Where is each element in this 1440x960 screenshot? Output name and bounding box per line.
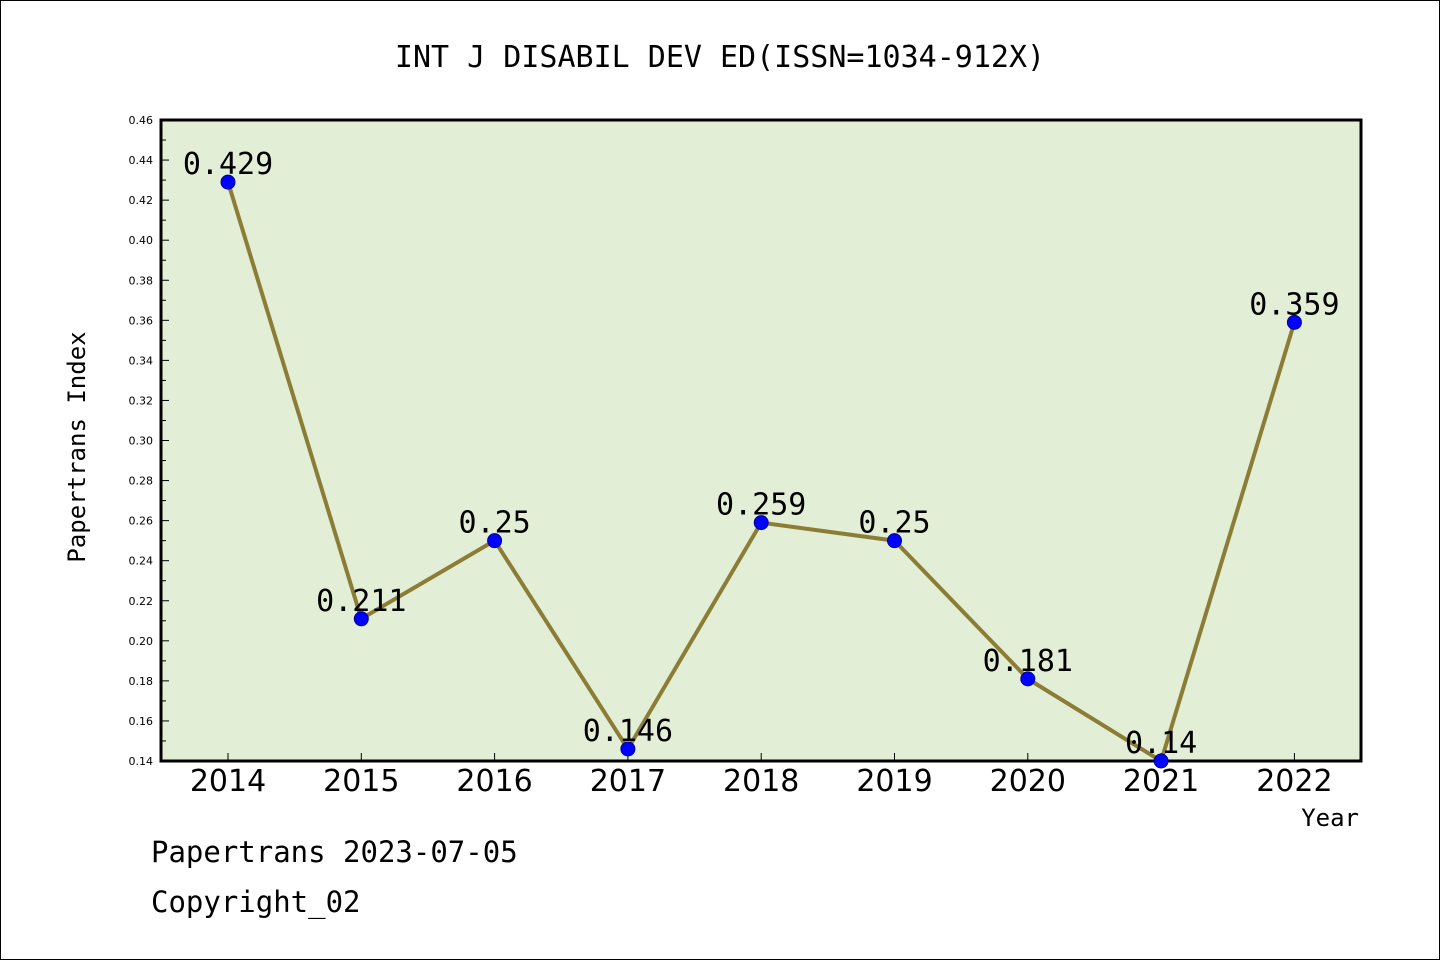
data-point xyxy=(1020,671,1036,687)
data-point xyxy=(1286,314,1302,330)
y-tick-label: 0.46 xyxy=(129,114,154,127)
plot-area xyxy=(159,118,1363,763)
y-axis: 0.14 0.16 0.18 0.20 0.22 0.24 0.26 0.28 0.30 0.32… xyxy=(129,114,169,768)
y-tick-label: 0.38 xyxy=(129,274,154,287)
data-label: 0.211 xyxy=(316,584,406,619)
y-tick-label: 0.14 xyxy=(129,755,154,768)
y-tick-label: 0.34 xyxy=(129,354,154,367)
data-point xyxy=(353,611,369,627)
y-tick-label: 0.30 xyxy=(129,435,154,448)
source-date-text: Papertrans 2023-07-05 xyxy=(151,835,518,869)
x-tick-label: 2019 xyxy=(856,764,932,799)
data-point xyxy=(1153,753,1169,769)
y-tick-label: 0.22 xyxy=(129,595,154,608)
x-tick-label: 2022 xyxy=(1256,764,1332,799)
y-tick-label: 0.16 xyxy=(129,715,154,728)
data-point xyxy=(753,515,769,531)
copyright-text: Copyright_02 xyxy=(151,885,361,919)
data-label: 0.146 xyxy=(583,714,673,749)
data-point xyxy=(887,533,902,549)
y-tick-label: 0.20 xyxy=(129,635,154,648)
y-tick-label: 0.32 xyxy=(129,394,154,407)
y-tick-label: 0.28 xyxy=(129,475,154,488)
data-point xyxy=(220,174,236,190)
x-tick-label: 2021 xyxy=(1123,764,1199,799)
y-tick-label: 0.40 xyxy=(129,234,154,247)
y-tick-label: 0.42 xyxy=(129,194,154,207)
x-tick-label: 2020 xyxy=(990,764,1066,799)
y-tick-label: 0.24 xyxy=(129,555,154,568)
x-axis-label: Year xyxy=(1301,804,1359,832)
x-tick-label: 2015 xyxy=(323,764,399,799)
y-tick-label: 0.18 xyxy=(129,675,154,688)
data-label: 0.359 xyxy=(1249,287,1339,322)
data-label: 0.181 xyxy=(983,644,1073,679)
data-labels: 0.429 0.211 0.25 0.146 0.259 0.25 0.181 0.14 0.3… xyxy=(183,147,1340,761)
data-label: 0.25 xyxy=(858,506,930,541)
y-tick-label: 0.36 xyxy=(129,314,154,327)
data-label: 0.259 xyxy=(716,488,806,523)
chart-title: INT J DISABIL DEV ED(ISSN=1034-912X) xyxy=(395,40,1045,75)
data-point xyxy=(487,533,503,549)
x-tick-label: 2018 xyxy=(723,764,799,799)
x-axis: 2014 2015 2016 2017 2018 2019 2020 2021 2022 xyxy=(190,753,1333,799)
x-tick-label: 2017 xyxy=(590,764,666,799)
data-label: 0.25 xyxy=(458,506,530,541)
x-tick-label: 2016 xyxy=(456,764,532,799)
data-label: 0.429 xyxy=(183,147,273,182)
series-layer xyxy=(220,174,1302,769)
data-point xyxy=(620,741,636,757)
y-tick-label: 0.44 xyxy=(129,154,154,167)
y-tick-label: 0.26 xyxy=(129,515,154,528)
y-axis-label: Papertrans Index xyxy=(63,331,91,562)
x-tick-label: 2014 xyxy=(190,764,266,799)
data-label: 0.14 xyxy=(1125,726,1197,761)
